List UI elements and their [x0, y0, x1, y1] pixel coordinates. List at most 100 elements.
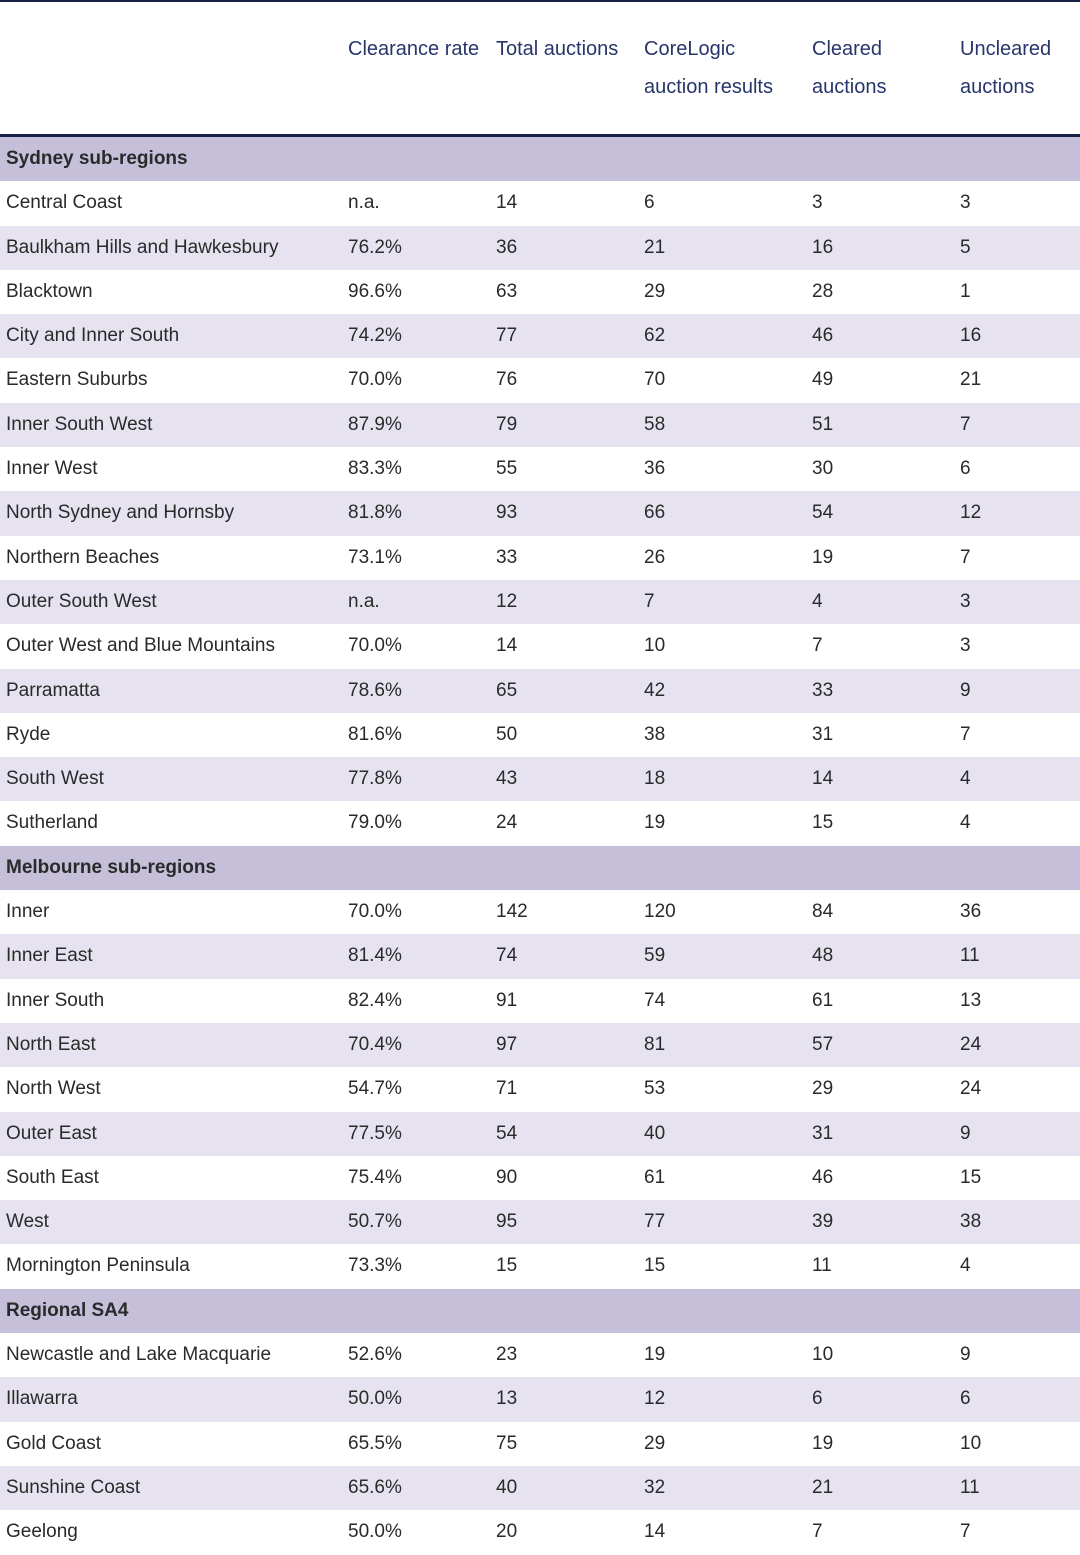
value-cell: 6 — [804, 1377, 952, 1421]
value-cell: 58 — [636, 403, 804, 447]
value-cell: n.a. — [340, 580, 488, 624]
value-cell: 1 — [952, 270, 1080, 314]
region-name-cell: Outer South West — [0, 580, 340, 624]
table-row: North Sydney and Hornsby81.8%93665412 — [0, 491, 1080, 535]
value-cell: 7 — [952, 536, 1080, 580]
table-row: Central Coastn.a.14633 — [0, 181, 1080, 225]
region-name-cell: Sunshine Coast — [0, 1466, 340, 1510]
value-cell: 55 — [488, 447, 636, 491]
value-cell: 52.6% — [340, 1333, 488, 1377]
value-cell: 90 — [488, 1156, 636, 1200]
value-cell: 10 — [952, 1422, 1080, 1466]
region-name-cell: Geelong — [0, 1510, 340, 1554]
region-name-cell: South East — [0, 1156, 340, 1200]
table-row: Inner South82.4%91746113 — [0, 979, 1080, 1023]
region-name-cell: Baulkham Hills and Hawkesbury — [0, 226, 340, 270]
value-cell: 24 — [952, 1067, 1080, 1111]
region-name-cell: North West — [0, 1067, 340, 1111]
value-cell: 50.0% — [340, 1510, 488, 1554]
value-cell: 3 — [952, 580, 1080, 624]
value-cell: 13 — [488, 1377, 636, 1421]
value-cell: 33 — [804, 669, 952, 713]
value-cell: 65 — [488, 669, 636, 713]
value-cell: 70.0% — [340, 890, 488, 934]
col-header-corelogic-results: CoreLogic auction results — [636, 1, 804, 136]
region-name-cell: Inner South West — [0, 403, 340, 447]
region-name-cell: Newcastle and Lake Macquarie — [0, 1333, 340, 1377]
value-cell: 50.0% — [340, 1377, 488, 1421]
value-cell: 20 — [488, 1510, 636, 1554]
region-name-cell: Gold Coast — [0, 1422, 340, 1466]
value-cell: 76.2% — [340, 226, 488, 270]
value-cell: 91 — [488, 979, 636, 1023]
value-cell: 12 — [636, 1377, 804, 1421]
value-cell: 7 — [804, 1510, 952, 1554]
col-header-uncleared-auctions: Uncleared auctions — [952, 1, 1080, 136]
col-header-total-auctions: Total auctions — [488, 1, 636, 136]
value-cell: 78.6% — [340, 669, 488, 713]
table-row: Sutherland79.0%2419154 — [0, 801, 1080, 845]
table-row: Mornington Peninsula73.3%1515114 — [0, 1244, 1080, 1288]
table-row: Inner South West87.9%7958517 — [0, 403, 1080, 447]
table-row: Blacktown96.6%6329281 — [0, 270, 1080, 314]
value-cell: n.a. — [340, 181, 488, 225]
value-cell: 14 — [804, 757, 952, 801]
value-cell: 11 — [952, 934, 1080, 978]
value-cell: 77 — [488, 314, 636, 358]
value-cell: 70.0% — [340, 358, 488, 402]
value-cell: 95 — [488, 1200, 636, 1244]
value-cell: 24 — [952, 1023, 1080, 1067]
value-cell: 61 — [804, 979, 952, 1023]
region-name-cell: Ryde — [0, 713, 340, 757]
value-cell: 142 — [488, 890, 636, 934]
region-name-cell: Inner East — [0, 934, 340, 978]
value-cell: 61 — [636, 1156, 804, 1200]
section-title: Melbourne sub-regions — [0, 846, 1080, 890]
value-cell: 31 — [804, 713, 952, 757]
value-cell: 11 — [952, 1466, 1080, 1510]
value-cell: 10 — [636, 624, 804, 668]
value-cell: 43 — [488, 757, 636, 801]
col-header-region — [0, 1, 340, 136]
value-cell: 93 — [488, 491, 636, 535]
value-cell: 74 — [488, 934, 636, 978]
value-cell: 74 — [636, 979, 804, 1023]
section-title: Sydney sub-regions — [0, 136, 1080, 182]
value-cell: 6 — [952, 447, 1080, 491]
table-row: Inner West83.3%5536306 — [0, 447, 1080, 491]
value-cell: 40 — [636, 1112, 804, 1156]
value-cell: 59 — [636, 934, 804, 978]
table-row: Parramatta78.6%6542339 — [0, 669, 1080, 713]
value-cell: 29 — [804, 1067, 952, 1111]
value-cell: 19 — [804, 1422, 952, 1466]
value-cell: 62 — [636, 314, 804, 358]
value-cell: 12 — [488, 580, 636, 624]
region-name-cell: Inner South — [0, 979, 340, 1023]
table-row: Gold Coast65.5%75291910 — [0, 1422, 1080, 1466]
value-cell: 81 — [636, 1023, 804, 1067]
value-cell: 30 — [804, 447, 952, 491]
value-cell: 36 — [952, 890, 1080, 934]
value-cell: 38 — [952, 1200, 1080, 1244]
value-cell: 120 — [636, 890, 804, 934]
value-cell: 16 — [952, 314, 1080, 358]
section-header: Melbourne sub-regions — [0, 846, 1080, 890]
value-cell: 65.6% — [340, 1466, 488, 1510]
value-cell: 26 — [636, 536, 804, 580]
value-cell: 3 — [804, 181, 952, 225]
value-cell: 49 — [804, 358, 952, 402]
table-row: Newcastle and Lake Macquarie52.6%2319109 — [0, 1333, 1080, 1377]
value-cell: 3 — [952, 181, 1080, 225]
region-name-cell: Eastern Suburbs — [0, 358, 340, 402]
value-cell: 38 — [636, 713, 804, 757]
table-row: West50.7%95773938 — [0, 1200, 1080, 1244]
value-cell: 7 — [636, 580, 804, 624]
value-cell: 50 — [488, 713, 636, 757]
value-cell: 76 — [488, 358, 636, 402]
auction-table-container: Clearance rate Total auctions CoreLogic … — [0, 0, 1080, 1555]
table-row: Inner70.0%1421208436 — [0, 890, 1080, 934]
value-cell: 9 — [952, 1333, 1080, 1377]
value-cell: 54.7% — [340, 1067, 488, 1111]
value-cell: 4 — [952, 757, 1080, 801]
value-cell: 63 — [488, 270, 636, 314]
